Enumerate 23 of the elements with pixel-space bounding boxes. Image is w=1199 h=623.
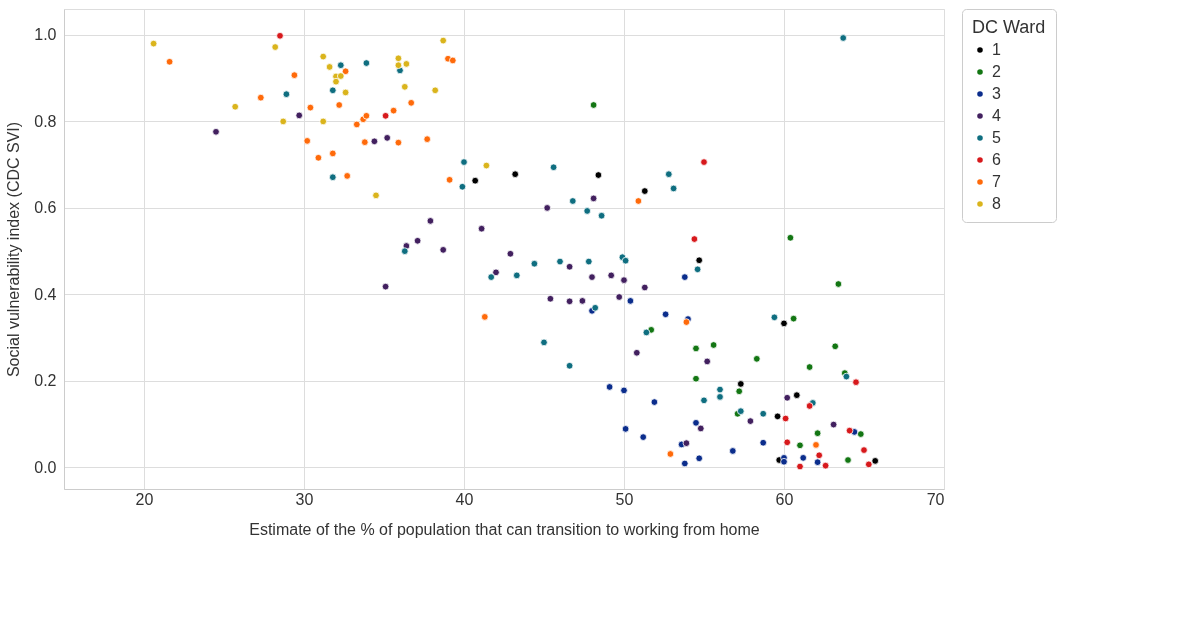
- x-axis-title: Estimate of the % of population that can transition to working from home: [249, 520, 760, 538]
- x-tick-label: 50: [615, 490, 634, 508]
- legend-label: 8: [992, 195, 1001, 212]
- y-tick-label: 1.0: [34, 26, 57, 44]
- x-tick-label: 60: [775, 490, 794, 508]
- x-tick-label: 30: [295, 490, 314, 508]
- legend-title: DC Ward: [972, 17, 1046, 37]
- x-tick-label: 20: [135, 490, 154, 508]
- legend-label: 4: [992, 107, 1001, 124]
- y-tick-label: 0.2: [34, 372, 57, 390]
- x-tick-label: 70: [926, 490, 945, 508]
- legend-label: 5: [992, 129, 1001, 146]
- legend-label: 6: [992, 151, 1001, 168]
- y-axis-title: Social vulnerability index (CDC SVI): [5, 121, 23, 378]
- y-tick-label: 0.4: [34, 285, 57, 303]
- y-tick-label: 0.8: [34, 112, 57, 130]
- legend-label: 2: [992, 63, 1001, 80]
- y-tick-label: 0.0: [34, 458, 57, 476]
- legend-label: 3: [992, 85, 1001, 102]
- x-tick-label: 40: [455, 490, 474, 508]
- y-tick-label: 0.6: [34, 199, 57, 217]
- legend-label: 7: [992, 173, 1001, 190]
- legend-label: 1: [992, 41, 1001, 58]
